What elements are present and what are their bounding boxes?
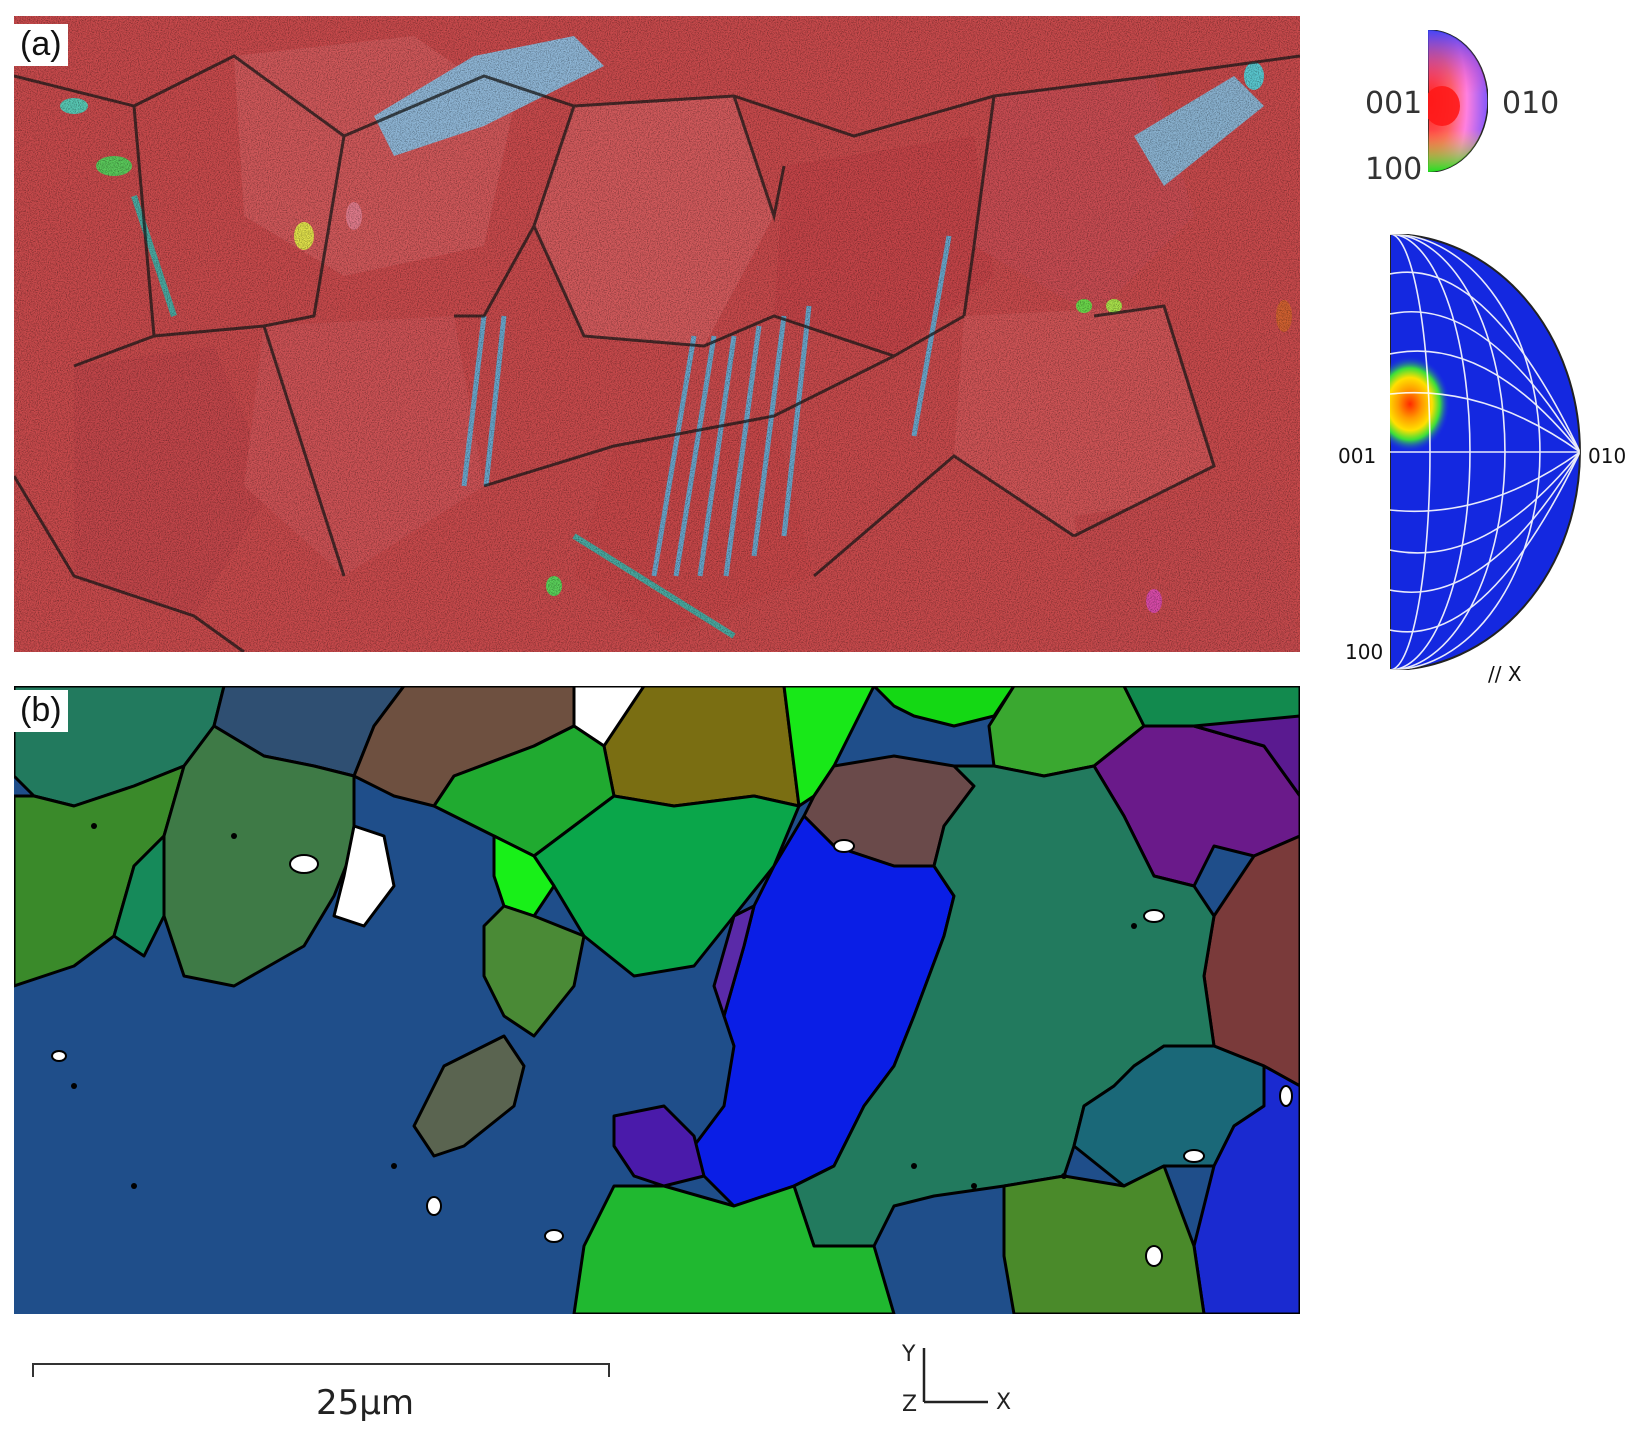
axis-x-label: X bbox=[996, 1390, 1012, 1415]
grain-map-graphic bbox=[14, 686, 1300, 1314]
axis-z-label: Z bbox=[902, 1392, 918, 1417]
ipf-map-graphic bbox=[14, 16, 1300, 652]
ipf-key-label-010: 010 bbox=[1502, 86, 1560, 121]
ipf-orientation-map bbox=[14, 16, 1300, 652]
pole-figure-label-001: 001 bbox=[1338, 444, 1377, 468]
panel-b-label: (b) bbox=[14, 690, 68, 732]
ipf-key-label-001: 001 bbox=[1365, 86, 1423, 121]
pole-figure-icon bbox=[1389, 232, 1610, 672]
ipf-color-key-icon bbox=[1424, 29, 1489, 173]
scale-bar-label: 25µm bbox=[316, 1383, 415, 1423]
grain-map bbox=[14, 686, 1300, 1314]
scale-bar bbox=[32, 1363, 610, 1377]
pole-figure-axis-note: // X bbox=[1488, 662, 1522, 686]
pole-figure-label-100: 100 bbox=[1345, 640, 1384, 664]
ipf-key-label-100: 100 bbox=[1365, 152, 1423, 187]
pole-figure-label-010: 010 bbox=[1588, 444, 1627, 468]
panel-a-label: (a) bbox=[14, 24, 68, 66]
coordinate-axes-icon: Y Z X bbox=[896, 1342, 1036, 1422]
axis-y-label: Y bbox=[902, 1342, 916, 1367]
